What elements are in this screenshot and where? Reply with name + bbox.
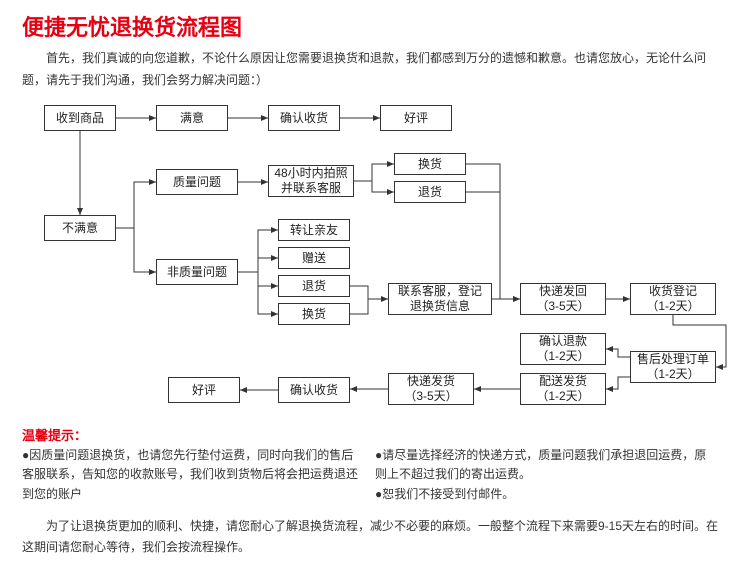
flow-node: 快递发回 （3-5天） [520, 283, 606, 315]
flow-node: 确认收货 [268, 105, 340, 131]
tips-section: ●因质量问题退换货，也请您先行垫付运费，同时向我们的售后客服联系，告知您的收款账… [0, 446, 750, 504]
tip-item: ●因质量问题退换货，也请您先行垫付运费，同时向我们的售后客服联系，告知您的收款账… [22, 446, 361, 504]
flow-node: 收货登记 （1-2天） [630, 283, 716, 315]
flow-node: 收到商品 [44, 105, 116, 131]
flowchart: 收到商品满意确认收货好评不满意质量问题48小时内拍照 并联系客服换货退货非质量问… [0, 99, 750, 419]
tip-item: ●请尽量选择经济的快递方式，质量问题我们承担退回运费，原则上不超过我们的寄出运费… [375, 446, 714, 484]
flow-node: 换货 [278, 303, 350, 325]
intro-text: 首先，我们真诚的向您道歉，不论什么原因让您需要退换货和退款，我们都感到万分的遗憾… [0, 48, 750, 99]
page-title: 便捷无忧退换货流程图 [0, 0, 750, 48]
flow-node: 确认收货 [278, 377, 350, 403]
flow-node: 配送发货 （1-2天） [520, 373, 606, 405]
flow-node: 不满意 [44, 215, 116, 241]
tip-item: ●恕我们不接受到付邮件。 [375, 485, 714, 504]
tips-left: ●因质量问题退换货，也请您先行垫付运费，同时向我们的售后客服联系，告知您的收款账… [22, 446, 375, 504]
flow-node: 好评 [168, 377, 240, 403]
tips-title: 温馨提示： [0, 419, 750, 446]
flow-node: 转让亲友 [278, 219, 350, 241]
tips-right: ●请尽量选择经济的快递方式，质量问题我们承担退回运费，原则上不超过我们的寄出运费… [375, 446, 728, 504]
flow-node: 好评 [380, 105, 452, 131]
flow-node: 赠送 [278, 247, 350, 269]
footer-text: 为了让退换货更加的顺利、快捷，请您耐心了解退换货流程，减少不必要的麻烦。一般整个… [0, 504, 750, 559]
flow-node: 售后处理订单 （1-2天） [630, 351, 716, 383]
flow-node: 退货 [394, 181, 466, 203]
flow-node: 换货 [394, 153, 466, 175]
flow-node: 质量问题 [156, 169, 238, 195]
flow-node: 联系客服，登记 退换货信息 [388, 283, 492, 315]
flow-node: 非质量问题 [156, 259, 238, 285]
flow-node: 快递发货 （3-5天） [388, 373, 474, 405]
flow-node: 退货 [278, 275, 350, 297]
flow-node: 满意 [156, 105, 228, 131]
flow-node: 48小时内拍照 并联系客服 [268, 165, 354, 197]
flow-node: 确认退款 （1-2天） [520, 333, 606, 365]
